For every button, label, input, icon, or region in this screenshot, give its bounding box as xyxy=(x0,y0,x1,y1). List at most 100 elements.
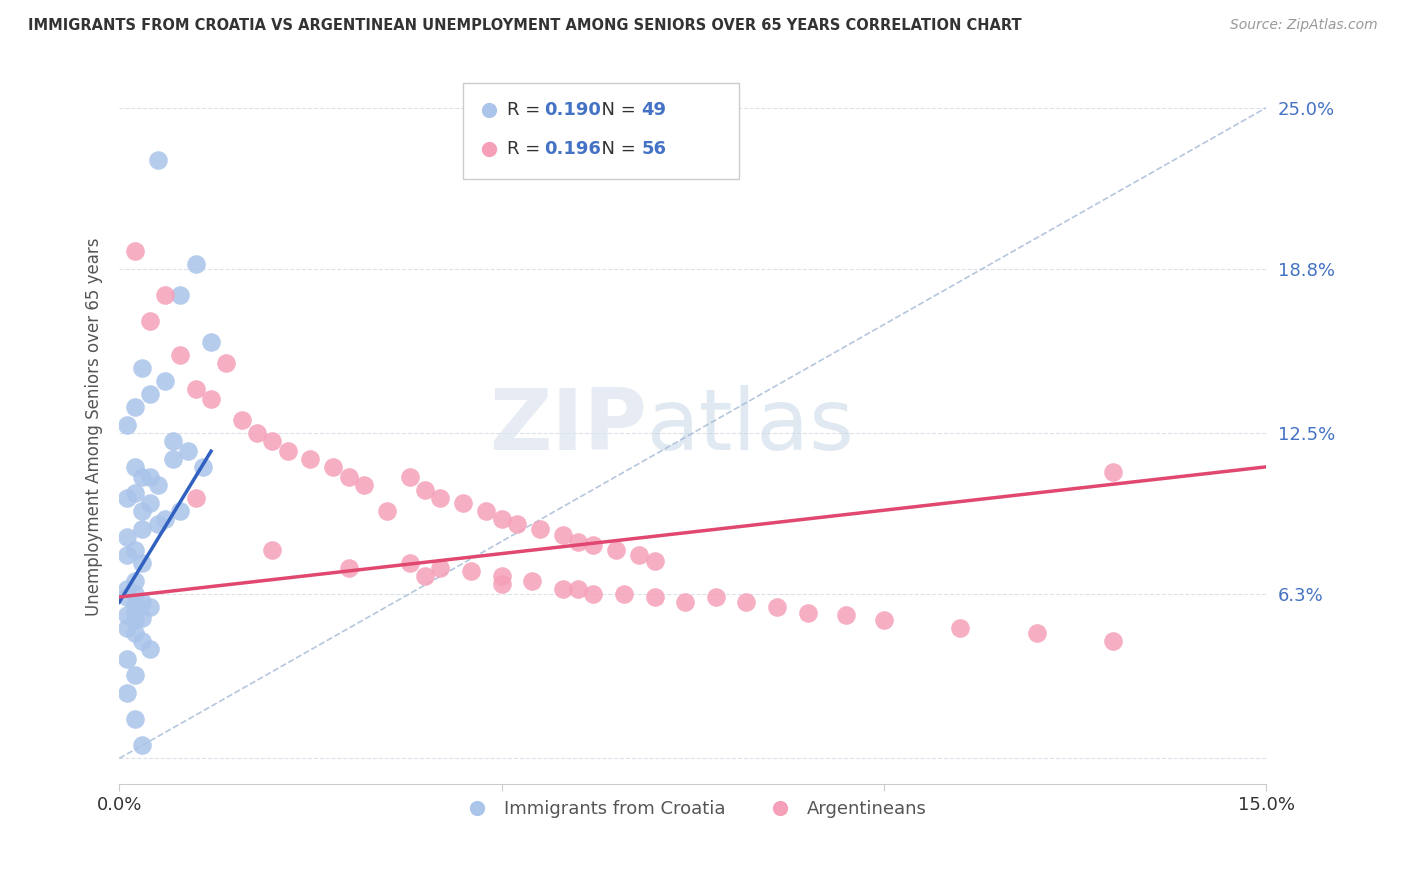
Point xyxy=(193,459,215,474)
Point xyxy=(1026,626,1049,640)
Point xyxy=(1102,634,1125,648)
Text: N =: N = xyxy=(589,140,641,158)
Point xyxy=(139,642,162,657)
Point xyxy=(475,504,498,518)
Point xyxy=(605,543,627,558)
Point xyxy=(115,621,138,635)
Point xyxy=(582,538,605,552)
Point xyxy=(766,600,789,615)
Point xyxy=(124,486,146,500)
Point xyxy=(115,418,138,433)
Point xyxy=(200,392,222,406)
Point xyxy=(413,569,436,583)
Point xyxy=(115,530,138,544)
Point xyxy=(429,491,451,505)
Point xyxy=(124,400,146,414)
Point xyxy=(491,577,513,591)
Point xyxy=(399,470,422,484)
Point xyxy=(413,483,436,498)
Point xyxy=(162,452,184,467)
Point xyxy=(529,522,551,536)
Point xyxy=(131,634,153,648)
Point xyxy=(184,491,207,505)
Point xyxy=(567,535,589,549)
Point xyxy=(200,334,222,349)
Point xyxy=(276,444,298,458)
Point xyxy=(299,452,322,467)
Point xyxy=(375,504,398,518)
Point xyxy=(215,356,238,370)
Point xyxy=(169,348,191,362)
Point xyxy=(644,553,666,567)
Point xyxy=(453,496,475,510)
Point xyxy=(262,543,284,558)
Point xyxy=(139,387,162,401)
Point xyxy=(139,600,162,615)
Point xyxy=(169,288,191,302)
Text: 0.190: 0.190 xyxy=(544,101,600,119)
Point xyxy=(139,470,162,484)
Point xyxy=(115,549,138,563)
Point xyxy=(231,413,253,427)
Point xyxy=(322,459,344,474)
Point xyxy=(1102,465,1125,479)
Point xyxy=(124,459,146,474)
Point xyxy=(153,374,176,388)
Point xyxy=(131,595,153,609)
Y-axis label: Unemployment Among Seniors over 65 years: Unemployment Among Seniors over 65 years xyxy=(86,237,103,615)
Point xyxy=(673,595,696,609)
Text: atlas: atlas xyxy=(647,385,855,468)
Text: 49: 49 xyxy=(641,101,666,119)
Point xyxy=(139,314,162,328)
Point xyxy=(153,512,176,526)
Point xyxy=(131,504,153,518)
Point xyxy=(337,470,360,484)
Point xyxy=(139,496,162,510)
Point xyxy=(124,626,146,640)
Point xyxy=(115,608,138,623)
Text: R =: R = xyxy=(508,101,546,119)
Point xyxy=(131,360,153,375)
Point xyxy=(146,153,169,167)
Point xyxy=(704,590,727,604)
Point xyxy=(131,556,153,570)
Point xyxy=(162,434,184,448)
Text: IMMIGRANTS FROM CROATIA VS ARGENTINEAN UNEMPLOYMENT AMONG SENIORS OVER 65 YEARS : IMMIGRANTS FROM CROATIA VS ARGENTINEAN U… xyxy=(28,18,1022,33)
Text: Source: ZipAtlas.com: Source: ZipAtlas.com xyxy=(1230,18,1378,32)
Point xyxy=(131,611,153,625)
Point xyxy=(115,582,138,597)
Point xyxy=(262,434,284,448)
Point xyxy=(353,478,375,492)
Point xyxy=(124,606,146,620)
Text: N =: N = xyxy=(589,101,641,119)
Point xyxy=(115,686,138,700)
Point xyxy=(949,621,972,635)
Text: R =: R = xyxy=(508,140,546,158)
Point xyxy=(169,504,191,518)
Legend: Immigrants from Croatia, Argentineans: Immigrants from Croatia, Argentineans xyxy=(451,793,934,825)
Text: 56: 56 xyxy=(641,140,666,158)
Point xyxy=(124,587,146,601)
Point xyxy=(131,522,153,536)
Point xyxy=(153,288,176,302)
Point xyxy=(115,652,138,666)
Point xyxy=(124,543,146,558)
Point xyxy=(124,668,146,682)
Point xyxy=(124,244,146,258)
FancyBboxPatch shape xyxy=(464,83,738,179)
Point xyxy=(115,491,138,505)
Point xyxy=(567,582,589,597)
Point xyxy=(429,561,451,575)
Point xyxy=(628,549,651,563)
Point xyxy=(551,582,574,597)
Point xyxy=(506,517,529,532)
Point xyxy=(551,527,574,541)
Point xyxy=(399,556,422,570)
Point xyxy=(873,614,896,628)
Point xyxy=(124,598,146,612)
Point xyxy=(124,574,146,589)
Point xyxy=(131,739,153,753)
Point xyxy=(115,590,138,604)
Point xyxy=(177,444,200,458)
Point xyxy=(582,587,605,601)
